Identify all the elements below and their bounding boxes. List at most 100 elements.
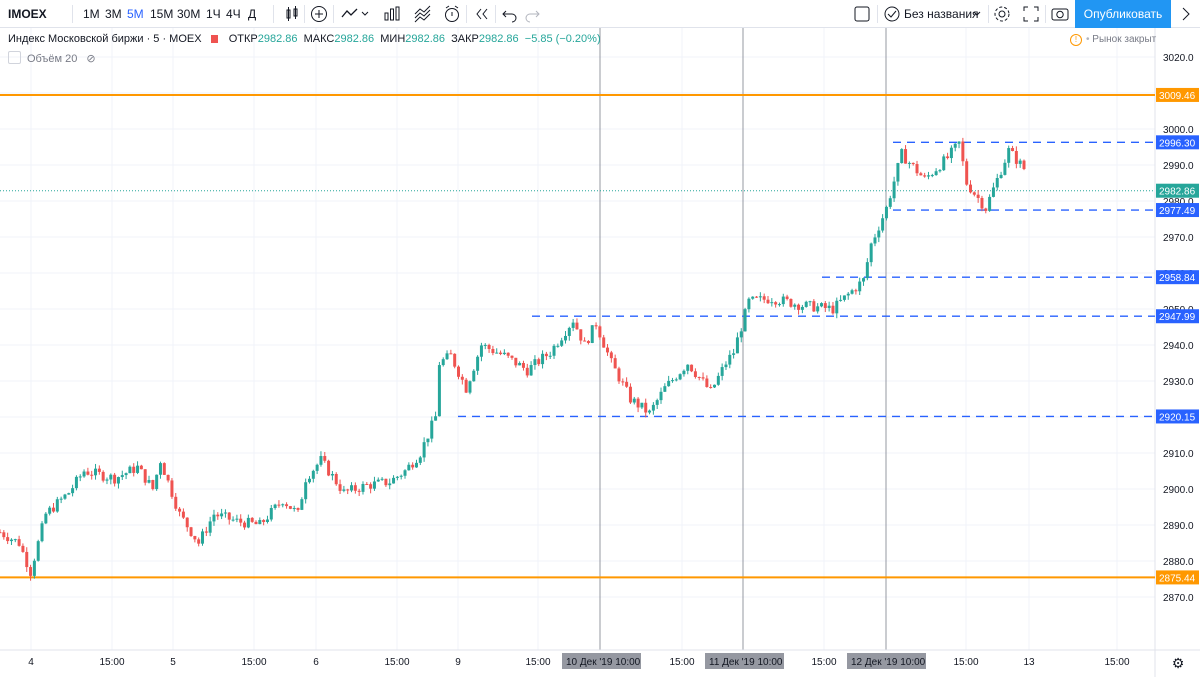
candle-body: [904, 149, 908, 164]
candle-body: [411, 464, 415, 468]
candle-body: [602, 337, 606, 348]
candle-body: [1011, 148, 1015, 152]
candle-body: [40, 523, 44, 542]
y-tick-label: 2870.0: [1163, 593, 1194, 604]
candle-body: [9, 539, 13, 542]
collapse-toggle[interactable]: [8, 51, 21, 64]
divider: [304, 5, 305, 23]
rewind-icon[interactable]: [472, 4, 492, 24]
candle-body: [934, 171, 938, 176]
candle-body: [793, 304, 797, 307]
candle-body: [17, 539, 21, 546]
camera-icon[interactable]: [1050, 4, 1070, 24]
candle-body: [369, 484, 373, 489]
candle-body: [170, 480, 174, 497]
interval-4h[interactable]: 4Ч: [226, 7, 241, 21]
publish-button[interactable]: Опубликовать: [1075, 0, 1171, 28]
candle-body: [124, 473, 128, 476]
candle-body: [128, 466, 132, 474]
symbol-search[interactable]: IMOEX: [8, 7, 47, 21]
candle-body: [197, 539, 201, 544]
candle-body: [800, 306, 804, 310]
add-indicator-icon[interactable]: [309, 4, 329, 24]
chevron-down-icon[interactable]: [972, 4, 982, 24]
templates-icon[interactable]: [382, 4, 402, 24]
price-chart[interactable]: 2870.02880.02890.02900.02910.02920.02930…: [0, 28, 1200, 677]
candle-body: [254, 521, 258, 525]
candle-body: [514, 357, 518, 366]
divider: [877, 5, 878, 23]
interval-5m[interactable]: 5М: [127, 7, 144, 21]
y-tick-label: 2940.0: [1163, 341, 1194, 352]
candle-body: [583, 340, 587, 342]
layout-name[interactable]: Без названия: [904, 7, 979, 21]
candle-body: [300, 499, 304, 510]
candle-body: [315, 464, 319, 471]
candle-body: [552, 345, 556, 356]
candle-body: [628, 386, 632, 403]
candle-body: [888, 198, 892, 207]
candle-body: [86, 471, 90, 475]
candle-body: [548, 355, 552, 357]
candle-body: [460, 376, 464, 380]
candle-body: [250, 517, 254, 522]
fullscreen-icon[interactable]: [1021, 4, 1041, 24]
dot-icon: •: [1086, 34, 1093, 45]
candle-body: [132, 466, 136, 473]
gear-icon[interactable]: [992, 4, 1012, 24]
candle-body: [495, 352, 499, 354]
interval-30m[interactable]: 30М: [177, 7, 201, 21]
y-tick-label: 2980.0: [1163, 197, 1194, 208]
candle-body: [907, 162, 911, 164]
collapse-chevron-icon[interactable]: [1176, 4, 1196, 24]
candle-body: [766, 299, 770, 304]
price-label: 2977.49: [1159, 206, 1196, 217]
candle-body: [48, 507, 52, 514]
interval-1h[interactable]: 1Ч: [206, 7, 221, 21]
candle-body: [395, 476, 399, 478]
candle-body: [911, 162, 915, 165]
candle-body: [862, 278, 866, 282]
candle-style-icon[interactable]: [282, 4, 302, 24]
candle-body: [976, 194, 980, 198]
interval-15m[interactable]: 15М: [150, 7, 174, 21]
candle-body: [212, 514, 216, 522]
price-label: 3009.46: [1159, 91, 1196, 102]
redo-icon[interactable]: [522, 4, 542, 24]
candle-body: [116, 477, 120, 484]
x-tick-label: 15:00: [384, 657, 409, 668]
settings-gear-icon[interactable]: ⚙: [1172, 655, 1185, 671]
interval-3m[interactable]: 3М: [105, 7, 122, 21]
candle-body: [243, 522, 247, 528]
candle-body: [239, 518, 243, 523]
candle-body: [816, 306, 820, 312]
eye-off-icon[interactable]: ⊘: [86, 53, 96, 65]
candle-body: [735, 337, 739, 354]
interval-day[interactable]: Д: [248, 7, 257, 21]
candle-body: [365, 483, 369, 485]
candle-body: [827, 305, 831, 308]
candle-body: [720, 367, 724, 376]
volume-label: Объём 20: [27, 53, 78, 65]
candle-body: [151, 480, 155, 490]
indicators-icon[interactable]: [340, 4, 360, 24]
legend-low-label: МИН: [380, 33, 406, 45]
candle-body: [762, 296, 766, 300]
interval-1m[interactable]: 1М: [83, 7, 100, 21]
candle-body: [999, 174, 1003, 179]
candle-body: [216, 514, 220, 517]
compare-icon[interactable]: [413, 4, 433, 24]
candle-body: [327, 460, 331, 476]
candle-body: [606, 347, 610, 353]
legend-low: 2982.86: [405, 33, 446, 45]
candle-body: [158, 463, 162, 475]
x-tick-label: 15:00: [669, 657, 694, 668]
chevron-down-icon[interactable]: [360, 4, 370, 24]
undo-icon[interactable]: [500, 4, 520, 24]
candle-body: [430, 420, 434, 439]
fullscreen-toggle-icon[interactable]: [852, 4, 872, 24]
candle-body: [307, 478, 311, 483]
candle-body: [823, 303, 827, 308]
market-status-label: Рынок закрыт: [1092, 34, 1157, 45]
alert-icon[interactable]: [442, 4, 462, 24]
